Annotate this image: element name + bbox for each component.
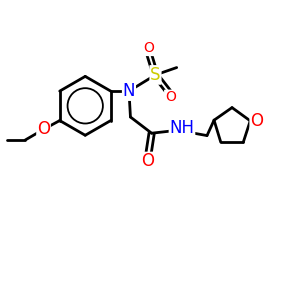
Text: S: S [150,66,161,84]
Text: O: O [37,120,50,138]
Text: O: O [142,152,154,170]
Text: O: O [165,90,176,104]
Text: NH: NH [169,119,194,137]
Text: O: O [144,41,154,56]
Text: N: N [123,82,135,100]
Text: O: O [250,112,263,130]
